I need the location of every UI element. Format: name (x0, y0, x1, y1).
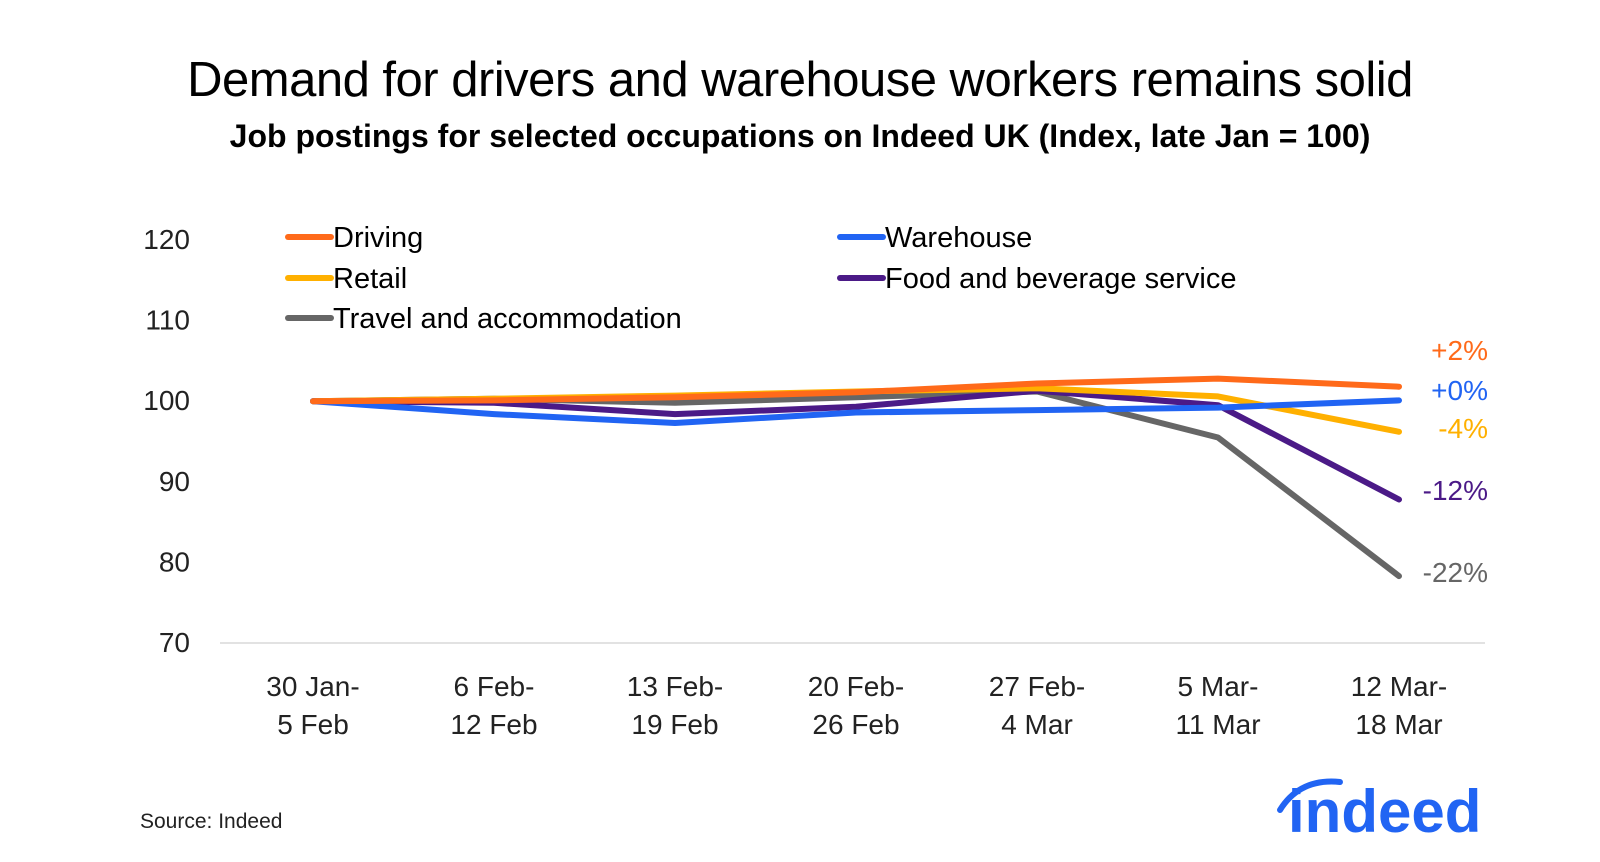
chart-title: Demand for drivers and warehouse workers… (187, 53, 1413, 107)
legend-label: Driving (333, 222, 423, 254)
end-value-label: -12% (1423, 475, 1488, 506)
legend-label: Food and beverage service (885, 263, 1236, 295)
end-value-label: +0% (1431, 375, 1488, 406)
legend-label: Travel and accommodation (333, 303, 682, 335)
y-tick-label: 120 (143, 224, 190, 255)
series-line-warehouse (310, 397, 1402, 426)
x-tick-label: 13 Feb-19 Feb (627, 671, 724, 740)
series-line-travel-and-accommodation (310, 388, 1402, 580)
y-tick-label: 90 (159, 466, 190, 497)
y-tick-label: 80 (159, 546, 190, 577)
x-tick-label: 30 Jan-5 Feb (266, 671, 359, 740)
legend-label: Warehouse (885, 222, 1032, 254)
series-line-driving (310, 375, 1402, 405)
x-tick-label: 5 Mar-11 Mar (1175, 671, 1260, 740)
x-tick-label: 12 Mar-18 Mar (1351, 671, 1447, 740)
source-note: Source: Indeed (140, 810, 283, 833)
x-tick-label: 20 Feb-26 Feb (808, 671, 905, 740)
end-value-label: -4% (1438, 413, 1488, 444)
logo-arc-icon (1277, 778, 1343, 813)
end-value-label: -22% (1423, 557, 1488, 588)
indeed-logo: indeed (1270, 770, 1500, 845)
chart-subtitle: Job postings for selected occupations on… (229, 118, 1371, 154)
x-tick-label: 27 Feb-4 Mar (989, 671, 1086, 740)
y-tick-label: 70 (159, 627, 190, 658)
svg-text:indeed: indeed (1288, 778, 1481, 840)
legend-label: Retail (333, 263, 407, 295)
x-tick-label: 6 Feb-12 Feb (450, 671, 537, 740)
y-tick-label: 100 (143, 385, 190, 416)
y-tick-label: 110 (145, 305, 190, 336)
end-value-label: +2% (1431, 335, 1488, 366)
